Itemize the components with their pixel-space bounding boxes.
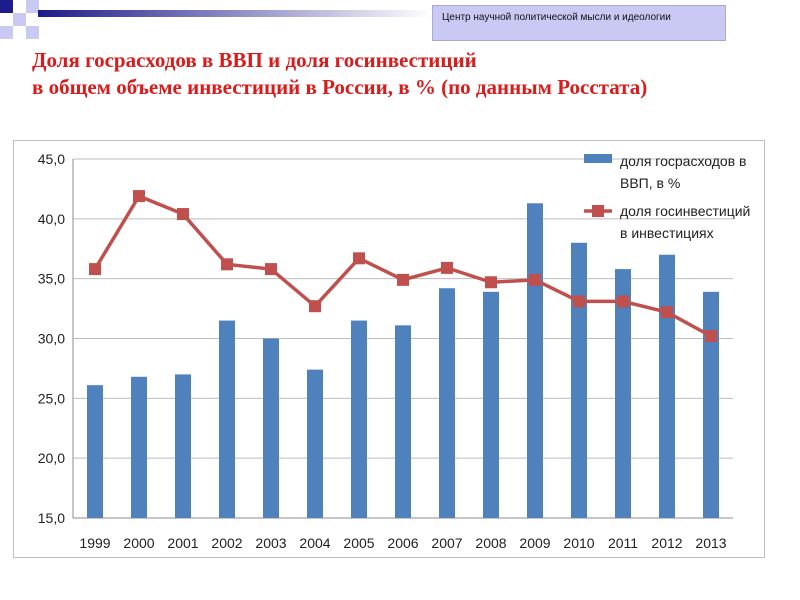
- bar: [175, 374, 191, 518]
- line-marker: [705, 330, 717, 343]
- x-tick-label: 2001: [167, 535, 198, 551]
- line-marker: [221, 258, 233, 271]
- x-tick-label: 2011: [608, 535, 638, 551]
- bar: [307, 369, 323, 518]
- y-tick-label: 20,0: [38, 450, 65, 466]
- x-tick-label: 2012: [651, 535, 682, 551]
- x-tick-label: 2010: [563, 535, 594, 551]
- line-marker: [89, 263, 101, 276]
- legend-label-bars-line-2: ВВП, в %: [620, 175, 680, 191]
- bar-series: [87, 203, 719, 518]
- line-marker: [353, 252, 365, 265]
- line-marker: [265, 263, 277, 276]
- line-marker: [573, 295, 585, 308]
- bar: [527, 203, 543, 518]
- y-tick-label: 25,0: [38, 390, 65, 406]
- bar: [439, 288, 455, 518]
- y-tick-label: 35,0: [38, 271, 65, 287]
- header-gradient-bar: [38, 10, 433, 17]
- bar: [87, 385, 103, 518]
- bar: [131, 376, 147, 518]
- y-tick-label: 30,0: [38, 331, 65, 347]
- line-marker: [397, 273, 409, 286]
- legend-label-line-line-2: в инвестициях: [620, 225, 714, 241]
- legend: доля госрасходов в ВВП, в % доля госинвест…: [584, 153, 750, 241]
- title-line-1: Доля госрасходов в ВВП и доля госинвести…: [32, 48, 477, 72]
- line-marker: [485, 276, 497, 289]
- bar: [351, 320, 367, 518]
- x-tick-label: 2009: [519, 535, 550, 551]
- bar: [615, 269, 631, 518]
- organization-box: Центр научной политической мысли и идеол…: [432, 5, 726, 41]
- decor-square: [26, 0, 39, 13]
- bar: [659, 254, 675, 518]
- x-tick-label: 2013: [695, 535, 726, 551]
- x-axis-ticks: 1999 2000 2001 2002 2003 2004 2005 2006 2007 2008…: [79, 535, 726, 551]
- line-marker: [617, 295, 629, 308]
- title-line-2: в общем объеме инвестиций в России, в % …: [32, 75, 648, 99]
- y-tick-label: 40,0: [38, 211, 65, 227]
- x-tick-label: 2002: [211, 535, 242, 551]
- organization-name: Центр научной политической мысли и идеол…: [442, 12, 671, 23]
- x-tick-label: 2000: [123, 535, 154, 551]
- decor-square: [0, 26, 13, 39]
- y-tick-label: 15,0: [38, 510, 65, 526]
- decor-square: [0, 0, 13, 13]
- bar: [219, 320, 235, 518]
- line-marker: [309, 300, 321, 313]
- x-tick-label: 2007: [431, 535, 462, 551]
- line-series: [89, 190, 717, 343]
- bar: [263, 338, 279, 518]
- x-tick-label: 2005: [343, 535, 374, 551]
- decor-square: [26, 26, 39, 39]
- line-marker: [177, 208, 189, 221]
- x-tick-label: 1999: [79, 535, 110, 551]
- page-title: Доля госрасходов в ВВП и доля госинвести…: [32, 47, 797, 101]
- x-tick-label: 2008: [475, 535, 506, 551]
- decor-square: [13, 13, 26, 26]
- line-marker: [441, 261, 453, 274]
- y-axis-ticks: 15,0 20,0 25,0 30,0 35,0 40,0 45,0: [38, 151, 65, 526]
- line-marker: [133, 190, 145, 203]
- x-tick-label: 2006: [387, 535, 418, 551]
- line-marker: [661, 306, 673, 319]
- legend-bar-swatch: [584, 154, 612, 163]
- legend-line-marker: [592, 205, 604, 217]
- bar: [483, 291, 499, 518]
- line-marker: [529, 273, 541, 286]
- legend-label-line-line-1: доля госинвестиций: [620, 203, 750, 219]
- y-tick-label: 45,0: [38, 151, 65, 167]
- bar: [703, 291, 719, 518]
- x-tick-label: 2003: [255, 535, 286, 551]
- bar: [395, 325, 411, 518]
- bar: [571, 242, 587, 518]
- x-tick-label: 2004: [299, 535, 330, 551]
- legend-label-bars-line-1: доля госрасходов в: [620, 153, 747, 169]
